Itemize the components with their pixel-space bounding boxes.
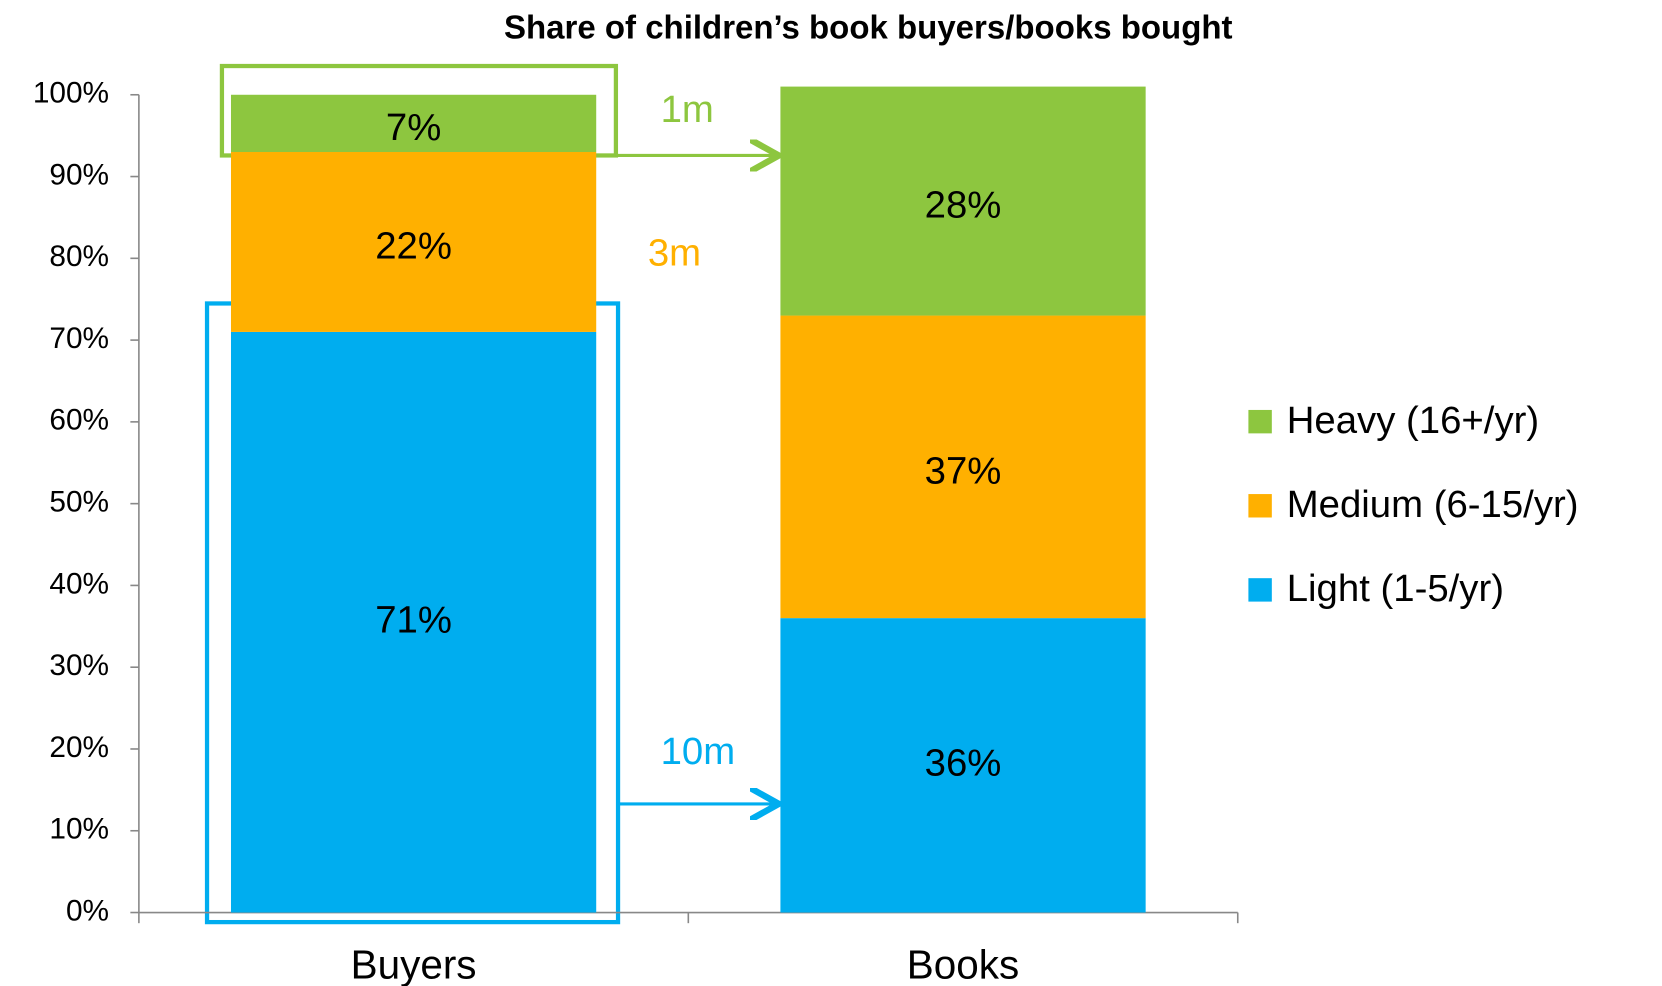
legend-swatch xyxy=(1248,578,1272,602)
bar-segment xyxy=(230,331,597,913)
y-tick-label: 60% xyxy=(49,404,109,437)
data-label: 71% xyxy=(375,598,452,641)
y-tick-label: 40% xyxy=(49,567,109,600)
bar-segment xyxy=(230,152,597,332)
y-tick-label: 30% xyxy=(49,649,109,682)
data-label: 22% xyxy=(375,224,452,267)
legend-label: Heavy (16+/yr) xyxy=(1287,399,1539,442)
legend-swatch xyxy=(1248,409,1272,434)
bar-segment xyxy=(780,618,1146,913)
y-tick-label: 20% xyxy=(49,731,109,764)
data-label: 7% xyxy=(386,106,441,149)
y-tick-label: 70% xyxy=(49,322,109,355)
data-label: 28% xyxy=(925,184,1002,227)
chart-title: Share of children’s book buyers/books bo… xyxy=(504,9,1233,46)
annotation: 10m xyxy=(661,730,736,773)
y-tick-label: 80% xyxy=(49,240,109,273)
bar-segment xyxy=(780,86,1146,316)
y-tick-label: 10% xyxy=(49,813,109,846)
legend-label: Light (1-5/yr) xyxy=(1287,567,1504,610)
x-tick-label: Buyers xyxy=(351,942,477,986)
x-tick-label: Books xyxy=(907,942,1019,986)
y-tick-label: 50% xyxy=(49,486,109,519)
data-label: 37% xyxy=(925,449,1002,492)
legend-label: Medium (6-15/yr) xyxy=(1287,483,1579,526)
annotation: 1m xyxy=(661,88,714,131)
annotation: 3m xyxy=(648,232,701,275)
data-label: 36% xyxy=(925,741,1002,784)
legend-swatch xyxy=(1248,494,1272,518)
bar-segment xyxy=(230,94,597,153)
y-tick-label: 100% xyxy=(33,77,109,110)
y-tick-label: 90% xyxy=(49,158,109,191)
y-tick-label: 0% xyxy=(66,894,109,927)
bar-segment xyxy=(780,315,1146,619)
